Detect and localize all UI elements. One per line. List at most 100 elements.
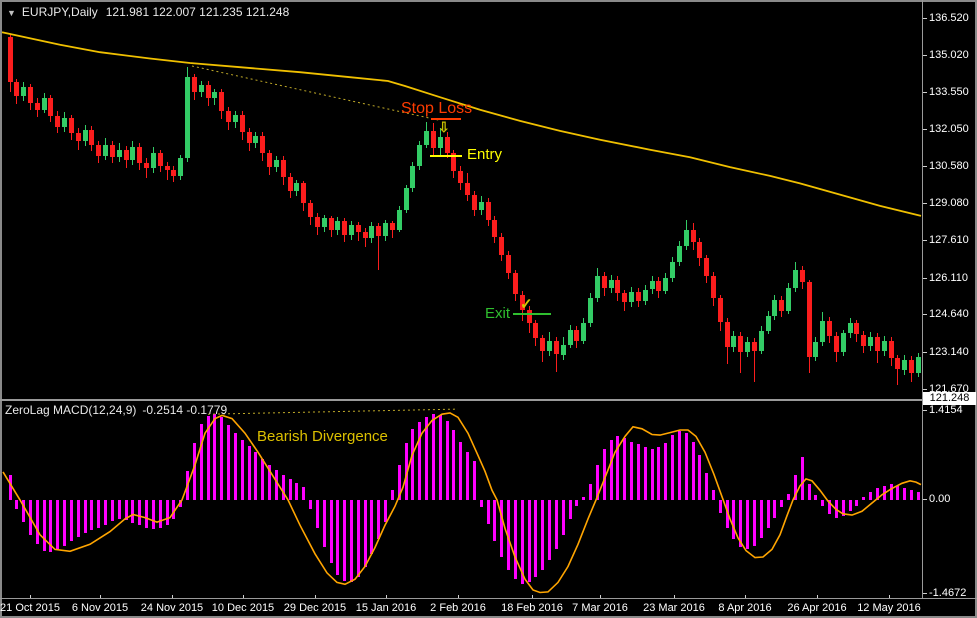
macd-histogram-bar bbox=[650, 449, 654, 500]
macd-histogram-bar bbox=[322, 499, 326, 548]
macd-histogram-bar bbox=[131, 499, 135, 523]
price-axis-label: 123.140 bbox=[929, 345, 969, 358]
macd-histogram-bar bbox=[104, 499, 108, 526]
candle-body bbox=[212, 92, 218, 99]
price-axis-tick bbox=[923, 203, 927, 205]
candle-body bbox=[861, 334, 867, 346]
candle-body bbox=[642, 289, 648, 301]
macd-histogram-bar bbox=[397, 464, 401, 500]
macd-histogram-bar bbox=[172, 499, 176, 519]
candle-body bbox=[27, 87, 33, 104]
candle-body bbox=[205, 84, 211, 99]
macd-histogram-bar bbox=[636, 444, 640, 500]
candle-body bbox=[458, 170, 464, 184]
macd-histogram-bar bbox=[752, 499, 756, 546]
macd-histogram-bar bbox=[821, 499, 825, 507]
candle-body bbox=[280, 159, 286, 178]
macd-histogram-bar bbox=[623, 438, 627, 500]
candle-body bbox=[226, 110, 232, 123]
candle-body bbox=[663, 278, 669, 291]
candle-body bbox=[130, 147, 136, 160]
price-chart-panel[interactable] bbox=[0, 0, 922, 400]
macd-histogram-bar bbox=[117, 499, 121, 519]
price-axis-tick bbox=[923, 277, 927, 279]
current-price-tag: 121.248 bbox=[923, 392, 976, 405]
time-axis-label: 21 Oct 2015 bbox=[0, 602, 60, 614]
macd-histogram-bar bbox=[841, 499, 845, 516]
candle-wick bbox=[555, 337, 557, 372]
macd-histogram-bar bbox=[903, 488, 907, 500]
macd-histogram-bar bbox=[192, 442, 196, 500]
candle-body bbox=[198, 84, 204, 93]
time-axis-label: 8 Apr 2016 bbox=[718, 602, 772, 614]
candle-body bbox=[437, 137, 443, 149]
macd-histogram-bar bbox=[28, 499, 32, 535]
candle-body bbox=[396, 209, 402, 230]
candle-body bbox=[150, 153, 156, 169]
macd-histogram-bar bbox=[834, 499, 838, 518]
candle-body bbox=[601, 275, 607, 289]
candle-body bbox=[478, 202, 484, 210]
macd-histogram-bar bbox=[8, 474, 12, 500]
candle-body bbox=[895, 358, 901, 370]
time-axis-label: 26 Apr 2016 bbox=[787, 602, 847, 614]
price-axis-label: 124.640 bbox=[929, 308, 969, 321]
macd-histogram-bar bbox=[500, 499, 504, 557]
macd-histogram-bar bbox=[22, 499, 26, 523]
time-axis-label: 7 Mar 2016 bbox=[572, 602, 628, 614]
candle-body bbox=[833, 335, 839, 352]
panel-separator[interactable] bbox=[0, 399, 922, 401]
macd-histogram-bar bbox=[445, 420, 449, 500]
macd-histogram-bar bbox=[896, 485, 900, 500]
macd-histogram-bar bbox=[42, 499, 46, 551]
time-axis-tick bbox=[243, 595, 244, 598]
macd-histogram-bar bbox=[814, 494, 818, 500]
time-axis-tick bbox=[386, 595, 387, 598]
macd-histogram-bar bbox=[179, 499, 183, 508]
macd-histogram-bar bbox=[787, 493, 791, 500]
macd-axis-label: 1.4154 bbox=[929, 403, 963, 416]
price-axis-tick bbox=[923, 55, 927, 56]
macd-histogram-bar bbox=[534, 499, 538, 578]
macd-histogram-bar bbox=[630, 441, 634, 500]
candle-body bbox=[629, 292, 635, 303]
macd-histogram-bar bbox=[848, 499, 852, 512]
symbol-period-label: EURJPY,Daily bbox=[21, 5, 98, 19]
macd-histogram-bar bbox=[855, 499, 859, 507]
macd-histogram-bar bbox=[63, 499, 67, 546]
time-axis-tick bbox=[745, 595, 746, 598]
macd-histogram-bar bbox=[561, 499, 565, 535]
candle-body bbox=[656, 280, 662, 291]
candle-body bbox=[779, 299, 785, 311]
candle-body bbox=[82, 129, 88, 141]
macd-histogram-bar bbox=[466, 452, 470, 500]
candle-body bbox=[383, 223, 389, 236]
macd-histogram-bar bbox=[671, 435, 674, 500]
price-axis-tick bbox=[923, 240, 927, 242]
macd-histogram-bar bbox=[479, 499, 483, 508]
macd-histogram-bar bbox=[718, 499, 722, 513]
time-axis-label: 12 May 2016 bbox=[857, 602, 921, 614]
candle-body bbox=[157, 153, 163, 166]
candle-body bbox=[376, 225, 382, 236]
macd-histogram-bar bbox=[616, 436, 620, 500]
price-axis-label: 126.110 bbox=[929, 271, 968, 284]
candle-body bbox=[560, 344, 566, 355]
macd-histogram-bar bbox=[739, 499, 743, 548]
candle-body bbox=[267, 153, 273, 168]
macd-values-readout: -0.2514 -0.1779 bbox=[142, 403, 228, 417]
macd-histogram-bar bbox=[746, 499, 750, 550]
candle-body bbox=[683, 229, 689, 246]
macd-histogram-bar bbox=[507, 499, 511, 570]
symbol-dropdown-icon[interactable]: ▼ bbox=[7, 8, 16, 18]
candle-body bbox=[471, 194, 477, 210]
macd-indicator-name: ZeroLag MACD(12,24,9) bbox=[5, 403, 137, 417]
macd-indicator-panel[interactable] bbox=[0, 400, 922, 598]
candle-body bbox=[881, 340, 887, 351]
candle-body bbox=[854, 323, 860, 335]
candle-body bbox=[178, 158, 184, 176]
macd-histogram-bar bbox=[377, 499, 381, 540]
time-axis-label: 6 Nov 2015 bbox=[71, 602, 129, 614]
macd-histogram-bar bbox=[582, 496, 586, 500]
